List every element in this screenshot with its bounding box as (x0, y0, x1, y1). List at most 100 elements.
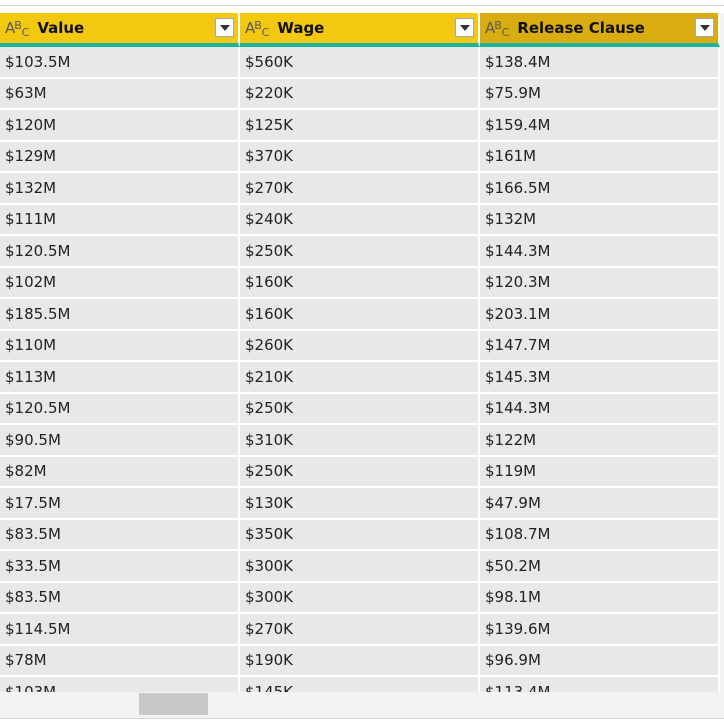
cell-wage[interactable]: $250K (240, 393, 480, 425)
cell-value[interactable]: $90.5M (0, 425, 240, 457)
cell-release-clause[interactable]: $119M (480, 456, 720, 488)
cell-wage[interactable]: $145K (240, 677, 480, 692)
cell-wage[interactable]: $240K (240, 204, 480, 236)
column-header-label: Value (37, 19, 85, 37)
chevron-down-icon (459, 24, 470, 31)
cell-release-clause[interactable]: $144.3M (480, 393, 720, 425)
table-row: $78M $190K $96.9M (0, 645, 720, 677)
column-header-value[interactable]: ABC Value (0, 13, 240, 47)
cell-release-clause[interactable]: $47.9M (480, 488, 720, 520)
cell-release-clause[interactable]: $96.9M (480, 645, 720, 677)
cell-wage[interactable]: $370K (240, 141, 480, 173)
cell-release-clause[interactable]: $138.4M (480, 47, 720, 79)
cell-wage[interactable]: $300K (240, 551, 480, 583)
cell-release-clause[interactable]: $139.6M (480, 614, 720, 646)
cell-value[interactable]: $63M (0, 78, 240, 110)
cell-release-clause[interactable]: $108.7M (480, 519, 720, 551)
cell-value[interactable]: $102M (0, 267, 240, 299)
cell-value[interactable]: $120M (0, 110, 240, 142)
column-filter-dropdown[interactable] (215, 18, 234, 37)
vertical-scrollbar[interactable] (720, 13, 724, 692)
table-row: $132M $270K $166.5M (0, 173, 720, 205)
cell-release-clause[interactable]: $147.7M (480, 330, 720, 362)
cell-release-clause[interactable]: $50.2M (480, 551, 720, 583)
cell-wage[interactable]: $350K (240, 519, 480, 551)
cell-release-clause[interactable]: $159.4M (480, 110, 720, 142)
cell-value[interactable]: $129M (0, 141, 240, 173)
table-row: $120.5M $250K $144.3M (0, 236, 720, 268)
table-row: $114.5M $270K $139.6M (0, 614, 720, 646)
table-row: $103M $145K $113.4M (0, 677, 720, 692)
table-row: $83.5M $350K $108.7M (0, 519, 720, 551)
data-grid: ABC Value ABC Wage ABC Release Clause $1… (0, 13, 720, 692)
cell-release-clause[interactable]: $166.5M (480, 173, 720, 205)
table-row: $120M $125K $159.4M (0, 110, 720, 142)
cell-wage[interactable]: $250K (240, 456, 480, 488)
cell-value[interactable]: $83.5M (0, 582, 240, 614)
cell-wage[interactable]: $310K (240, 425, 480, 457)
cell-release-clause[interactable]: $98.1M (480, 582, 720, 614)
cell-release-clause[interactable]: $113.4M (480, 677, 720, 692)
cell-value[interactable]: $83.5M (0, 519, 240, 551)
table-row: $33.5M $300K $50.2M (0, 551, 720, 583)
cell-value[interactable]: $103M (0, 677, 240, 692)
cell-release-clause[interactable]: $122M (480, 425, 720, 457)
cell-release-clause[interactable]: $161M (480, 141, 720, 173)
chevron-down-icon (699, 24, 710, 31)
cell-release-clause[interactable]: $203.1M (480, 299, 720, 331)
column-header-wage[interactable]: ABC Wage (240, 13, 480, 47)
table-row: $17.5M $130K $47.9M (0, 488, 720, 520)
abc-type-icon: ABC (485, 18, 510, 39)
cell-value[interactable]: $120.5M (0, 236, 240, 268)
cell-value[interactable]: $132M (0, 173, 240, 205)
cell-value[interactable]: $113M (0, 362, 240, 394)
chevron-down-icon (219, 24, 230, 31)
table-row: $103.5M $560K $138.4M (0, 47, 720, 79)
table-row: $120.5M $250K $144.3M (0, 393, 720, 425)
cell-wage[interactable]: $160K (240, 299, 480, 331)
cell-wage[interactable]: $260K (240, 330, 480, 362)
cell-value[interactable]: $82M (0, 456, 240, 488)
cell-wage[interactable]: $160K (240, 267, 480, 299)
table-row: $113M $210K $145.3M (0, 362, 720, 394)
cell-wage[interactable]: $300K (240, 582, 480, 614)
header-row: ABC Value ABC Wage ABC Release Clause (0, 13, 720, 47)
cell-wage[interactable]: $125K (240, 110, 480, 142)
table-row: $63M $220K $75.9M (0, 78, 720, 110)
table-row: $110M $260K $147.7M (0, 330, 720, 362)
column-header-label: Release Clause (517, 19, 645, 37)
cell-value[interactable]: $78M (0, 645, 240, 677)
table-row: $102M $160K $120.3M (0, 267, 720, 299)
table-row: $185.5M $160K $203.1M (0, 299, 720, 331)
scrollbar-thumb[interactable] (139, 693, 208, 715)
cell-wage[interactable]: $250K (240, 236, 480, 268)
cell-release-clause[interactable]: $75.9M (480, 78, 720, 110)
cell-release-clause[interactable]: $120.3M (480, 267, 720, 299)
cell-wage[interactable]: $220K (240, 78, 480, 110)
column-filter-dropdown[interactable] (455, 18, 474, 37)
cell-wage[interactable]: $130K (240, 488, 480, 520)
cell-wage[interactable]: $210K (240, 362, 480, 394)
cell-value[interactable]: $120.5M (0, 393, 240, 425)
cell-wage[interactable]: $190K (240, 645, 480, 677)
cell-wage[interactable]: $560K (240, 47, 480, 79)
top-divider (0, 5, 724, 6)
cell-value[interactable]: $110M (0, 330, 240, 362)
cell-value[interactable]: $111M (0, 204, 240, 236)
bottom-divider (0, 718, 724, 719)
cell-value[interactable]: $103.5M (0, 47, 240, 79)
cell-wage[interactable]: $270K (240, 614, 480, 646)
table-row: $82M $250K $119M (0, 456, 720, 488)
cell-release-clause[interactable]: $132M (480, 204, 720, 236)
cell-release-clause[interactable]: $144.3M (480, 236, 720, 268)
column-filter-dropdown[interactable] (695, 18, 714, 37)
column-header-release-clause[interactable]: ABC Release Clause (480, 13, 720, 47)
cell-value[interactable]: $114.5M (0, 614, 240, 646)
cell-value[interactable]: $33.5M (0, 551, 240, 583)
cell-value[interactable]: $185.5M (0, 299, 240, 331)
cell-value[interactable]: $17.5M (0, 488, 240, 520)
cell-release-clause[interactable]: $145.3M (480, 362, 720, 394)
horizontal-scrollbar[interactable] (0, 692, 724, 718)
column-header-label: Wage (277, 19, 325, 37)
cell-wage[interactable]: $270K (240, 173, 480, 205)
